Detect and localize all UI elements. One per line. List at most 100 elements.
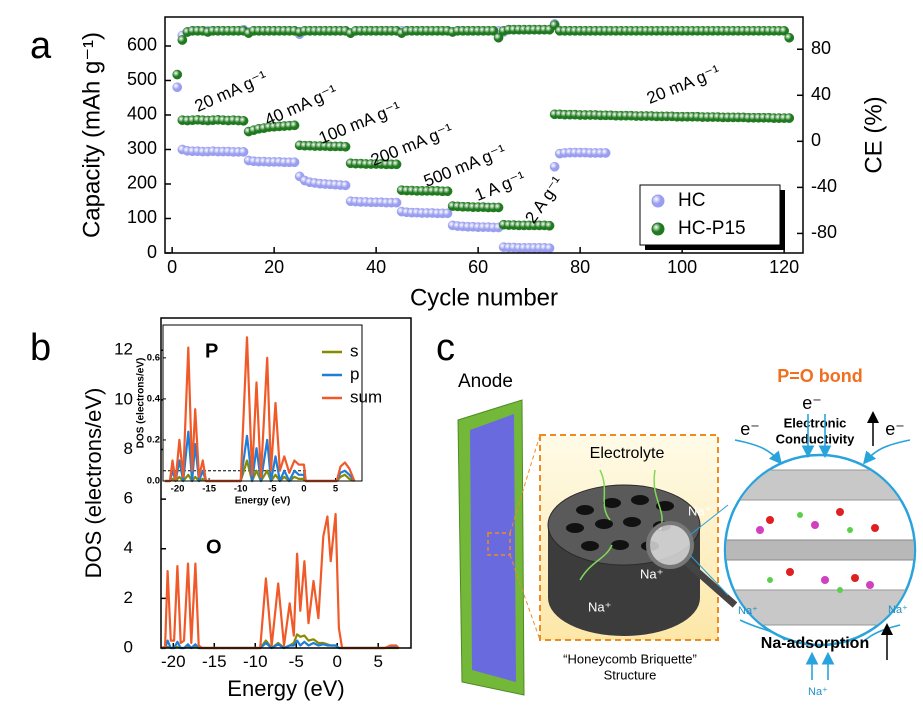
y2-axis-label: CE (%) bbox=[860, 96, 887, 173]
x-axis-label: Energy (eV) bbox=[227, 676, 344, 701]
y-tick-label: 100 bbox=[127, 207, 157, 227]
plot-frame bbox=[160, 317, 412, 649]
point bbox=[493, 32, 504, 43]
arrow bbox=[861, 624, 901, 644]
legend-label: p bbox=[350, 364, 359, 383]
legend bbox=[639, 184, 781, 246]
point bbox=[238, 116, 249, 126]
label: Anode bbox=[458, 371, 513, 392]
ion-label: Na⁺ bbox=[588, 599, 611, 614]
legend-label: HC-P15 bbox=[678, 218, 746, 239]
x-tick-label: -10 bbox=[234, 484, 248, 495]
y-tick-label: 0.4 bbox=[147, 393, 161, 404]
y-axis-label: DOS (electrons/eV) bbox=[81, 388, 106, 579]
line bbox=[164, 336, 356, 483]
y-axis-label: DOS (electrons/eV) bbox=[136, 358, 147, 449]
x-tick-label: 5 bbox=[333, 484, 339, 495]
line bbox=[161, 639, 400, 650]
point bbox=[779, 25, 789, 36]
legend-marker bbox=[651, 194, 665, 208]
zoom-line bbox=[509, 434, 541, 534]
x-axis-label: Energy (eV) bbox=[235, 496, 291, 507]
point bbox=[238, 147, 249, 157]
electron: e⁻ bbox=[802, 393, 822, 413]
arrow bbox=[739, 619, 786, 641]
x-tick-label: 120 bbox=[769, 257, 799, 277]
y-tick-label: 12 bbox=[114, 340, 133, 359]
point bbox=[544, 243, 555, 254]
zoom-line bbox=[689, 504, 729, 536]
point bbox=[600, 148, 611, 158]
y-tick-label: 2 bbox=[124, 588, 133, 607]
x-axis-label: Cycle number bbox=[410, 284, 558, 311]
zoom-marker bbox=[487, 532, 511, 556]
x-tick-label: 0 bbox=[332, 652, 341, 671]
ion-label: Na⁺ bbox=[640, 566, 663, 581]
y-tick-label: 200 bbox=[127, 173, 157, 193]
plot-frame bbox=[162, 324, 363, 482]
point bbox=[549, 161, 560, 172]
x-tick-label: -15 bbox=[202, 652, 227, 671]
label: “Honeycomb Briquette” bbox=[563, 651, 697, 666]
label: Electronic bbox=[784, 415, 847, 430]
zoom-line bbox=[689, 554, 729, 596]
x-tick-label: -15 bbox=[202, 484, 216, 495]
point bbox=[442, 186, 453, 197]
x-tick-label: 0 bbox=[167, 257, 177, 277]
point bbox=[488, 25, 499, 36]
y-tick-label: 0.2 bbox=[147, 434, 160, 445]
point bbox=[172, 82, 183, 93]
y-tick-label: 500 bbox=[127, 69, 157, 89]
arrow bbox=[734, 439, 783, 465]
x-tick-label: -5 bbox=[289, 652, 304, 671]
label: P=O bond bbox=[777, 366, 863, 386]
label: Structure bbox=[604, 667, 657, 682]
electron: e⁻ bbox=[885, 419, 905, 439]
y-tick-label: 600 bbox=[127, 35, 157, 55]
point bbox=[493, 202, 504, 213]
arrow bbox=[862, 439, 911, 465]
y-tick-label: 10 bbox=[114, 389, 133, 408]
point bbox=[544, 220, 555, 231]
x-tick-label: 0 bbox=[301, 484, 306, 495]
annotation: P bbox=[205, 340, 218, 362]
y-tick-label: 0.6 bbox=[147, 352, 160, 363]
y-tick-label: 400 bbox=[127, 104, 157, 124]
legend-label: HC bbox=[678, 190, 705, 211]
y2-tick-label: 40 bbox=[811, 84, 831, 104]
point bbox=[391, 197, 402, 208]
x-tick-label: 80 bbox=[570, 257, 590, 277]
y2-tick-label: -80 bbox=[811, 222, 837, 242]
legend-label: s bbox=[350, 341, 359, 360]
annotation: O bbox=[206, 536, 222, 558]
x-tick-label: -5 bbox=[268, 484, 277, 495]
panel-label: a bbox=[30, 25, 52, 67]
x-tick-label: -20 bbox=[171, 484, 185, 495]
point bbox=[784, 113, 795, 123]
magnifier bbox=[646, 521, 694, 569]
x-tick-label: 60 bbox=[468, 257, 488, 277]
y-tick-label: 8 bbox=[124, 439, 133, 458]
x-tick-label: -10 bbox=[243, 652, 268, 671]
x-tick-label: 5 bbox=[373, 652, 382, 671]
point bbox=[289, 120, 300, 131]
x-tick-label: -20 bbox=[161, 652, 186, 671]
ion-label: Na⁺ bbox=[738, 605, 758, 617]
y-tick-label: 0 bbox=[147, 242, 157, 262]
y-axis-label: Capacity (mAh g⁻¹) bbox=[78, 32, 105, 238]
point bbox=[289, 157, 300, 168]
x-tick-label: 40 bbox=[366, 257, 386, 277]
holes bbox=[566, 495, 674, 551]
y2-tick-label: -40 bbox=[811, 176, 837, 196]
plot-frame bbox=[164, 16, 804, 254]
point bbox=[340, 180, 351, 191]
legend-label: sum bbox=[350, 387, 382, 406]
panel-label: c bbox=[436, 327, 455, 369]
zoom-line bbox=[509, 554, 541, 641]
x-tick-label: 20 bbox=[264, 257, 284, 277]
electron: e⁻ bbox=[740, 419, 760, 439]
y-tick-label: 0.0 bbox=[147, 476, 160, 487]
anode-plate bbox=[470, 414, 516, 682]
y2-tick-label: 0 bbox=[811, 130, 821, 150]
